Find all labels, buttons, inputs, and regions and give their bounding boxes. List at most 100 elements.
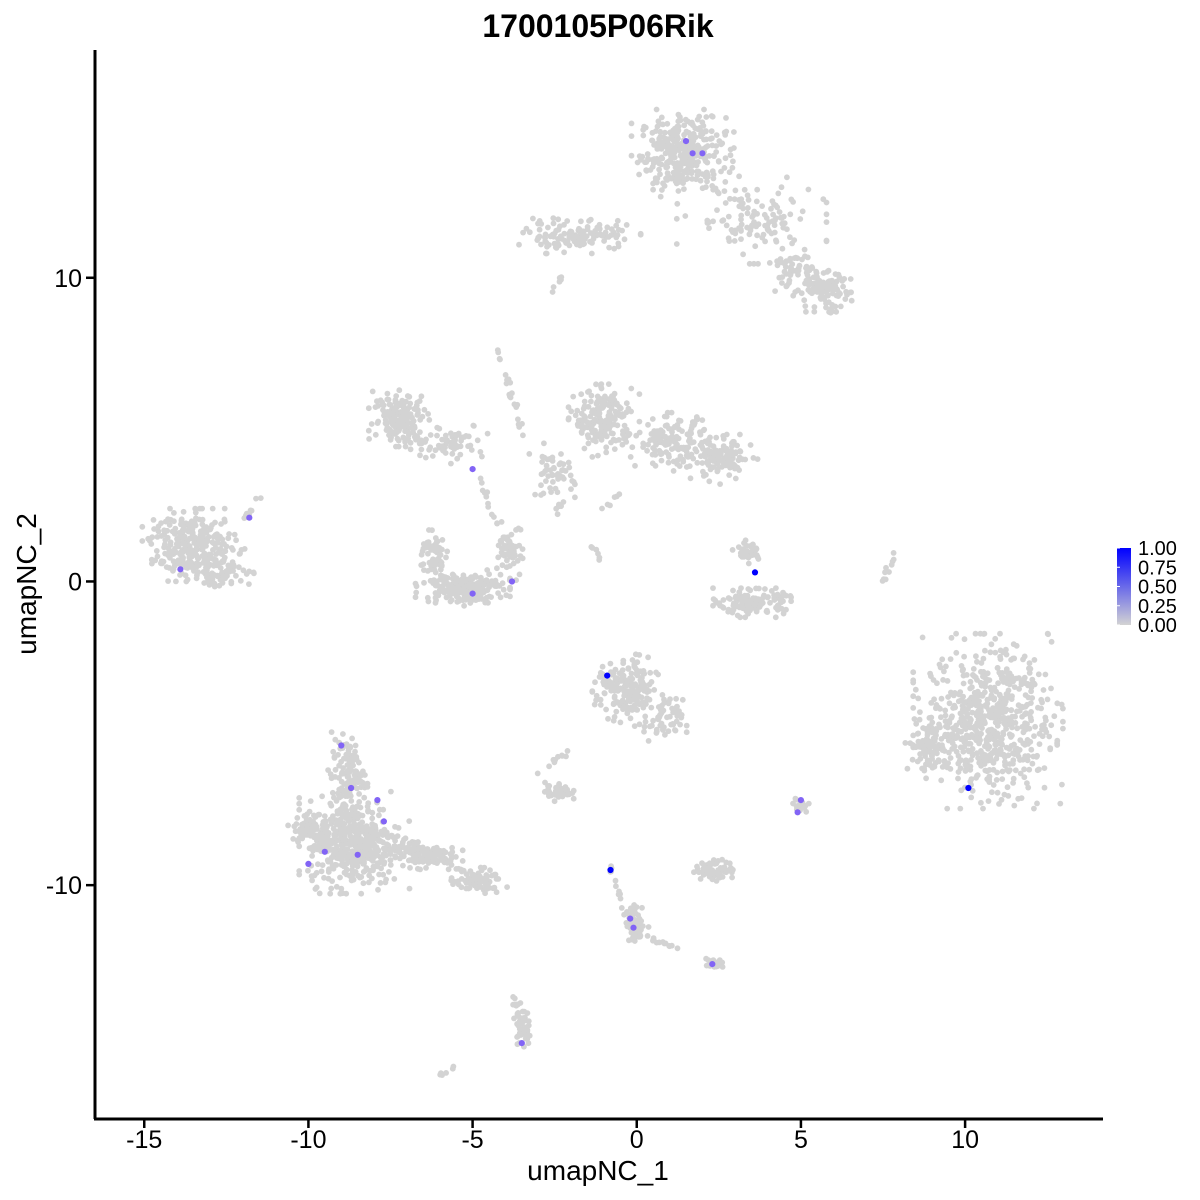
cell-point xyxy=(151,526,158,532)
cell-point xyxy=(680,180,686,187)
cell-point xyxy=(191,519,198,526)
cell-point xyxy=(384,396,391,403)
cell-point xyxy=(985,798,992,804)
cell-point xyxy=(568,230,574,237)
cell-point xyxy=(477,883,484,890)
cell-point xyxy=(832,271,839,277)
cell-point xyxy=(343,871,350,878)
cell-point xyxy=(1026,660,1033,667)
cell-point xyxy=(212,519,218,526)
cell-point xyxy=(348,798,355,804)
cell-point xyxy=(604,224,611,231)
cell-point xyxy=(682,213,689,219)
expressing-cell-point xyxy=(604,672,611,679)
cell-point xyxy=(756,585,762,592)
cell-point xyxy=(219,551,225,557)
cell-point xyxy=(730,587,736,594)
cell-point xyxy=(1024,780,1030,787)
cell-point xyxy=(383,852,390,859)
cell-point xyxy=(674,174,681,181)
cell-point xyxy=(161,527,168,534)
cell-point xyxy=(729,874,735,881)
cell-point xyxy=(327,858,334,865)
cell-point xyxy=(589,545,596,551)
cell-point xyxy=(802,303,809,309)
cell-point xyxy=(612,437,619,444)
cell-point xyxy=(1002,759,1008,765)
cell-point xyxy=(949,713,955,720)
cell-point xyxy=(933,702,940,708)
cell-point xyxy=(919,634,926,641)
cell-point xyxy=(797,216,804,222)
cell-point xyxy=(466,576,473,582)
cell-point xyxy=(690,122,696,129)
expressing-cell-point xyxy=(965,784,972,792)
cell-point xyxy=(449,586,456,592)
cell-point xyxy=(988,757,995,764)
cell-point xyxy=(637,231,644,238)
cell-point xyxy=(660,726,666,733)
points-layer xyxy=(139,106,1066,1078)
cell-point xyxy=(975,712,981,719)
cell-point xyxy=(215,560,222,567)
cell-point xyxy=(421,406,428,413)
cell-point xyxy=(1022,753,1029,760)
cell-point xyxy=(699,460,706,466)
cell-point xyxy=(677,721,683,728)
cell-point xyxy=(324,829,331,836)
cell-point xyxy=(510,1001,516,1008)
cell-point xyxy=(162,542,168,549)
cell-point xyxy=(703,955,709,962)
cell-point xyxy=(394,833,401,839)
cell-point xyxy=(782,259,788,266)
cell-point xyxy=(978,799,984,806)
cell-point xyxy=(666,943,673,949)
cell-point xyxy=(1031,805,1037,812)
cell-point xyxy=(942,712,949,719)
cell-point xyxy=(710,218,716,225)
cell-point xyxy=(971,699,977,706)
cell-point xyxy=(225,562,232,569)
cell-point xyxy=(229,559,236,565)
cell-point xyxy=(617,685,624,692)
cell-point xyxy=(364,851,370,858)
cell-point xyxy=(313,884,320,891)
cell-point xyxy=(761,211,768,218)
cell-point xyxy=(220,557,227,564)
cell-point xyxy=(1022,741,1028,748)
cell-point xyxy=(358,874,365,880)
expressing-cell-point xyxy=(709,961,716,968)
cell-point xyxy=(406,885,413,892)
cell-point xyxy=(787,234,793,241)
cell-point xyxy=(535,235,542,242)
cell-point xyxy=(477,475,484,482)
cell-point xyxy=(340,731,346,737)
cell-point xyxy=(1011,741,1017,748)
cell-point xyxy=(484,567,491,573)
cell-point xyxy=(1020,704,1026,711)
cell-point xyxy=(719,964,726,970)
cell-point xyxy=(480,878,486,885)
cell-point xyxy=(408,847,415,854)
cell-point xyxy=(162,550,169,557)
cell-point xyxy=(957,744,964,751)
cell-point xyxy=(740,205,746,212)
cell-point xyxy=(551,798,558,805)
cell-point xyxy=(712,597,719,604)
cell-point xyxy=(997,653,1003,660)
cell-point xyxy=(450,590,457,597)
cell-point xyxy=(205,534,212,540)
cell-point xyxy=(327,771,334,778)
cell-point xyxy=(196,562,202,569)
cell-point xyxy=(704,169,710,176)
cell-point xyxy=(366,843,373,850)
cell-point xyxy=(723,115,729,121)
cell-point xyxy=(221,516,228,523)
cell-point xyxy=(730,158,736,165)
cell-point xyxy=(790,199,796,205)
cell-point xyxy=(566,464,573,471)
cell-point xyxy=(495,590,501,596)
cell-point xyxy=(674,703,680,710)
cell-point xyxy=(718,168,724,175)
cell-point xyxy=(570,479,577,485)
